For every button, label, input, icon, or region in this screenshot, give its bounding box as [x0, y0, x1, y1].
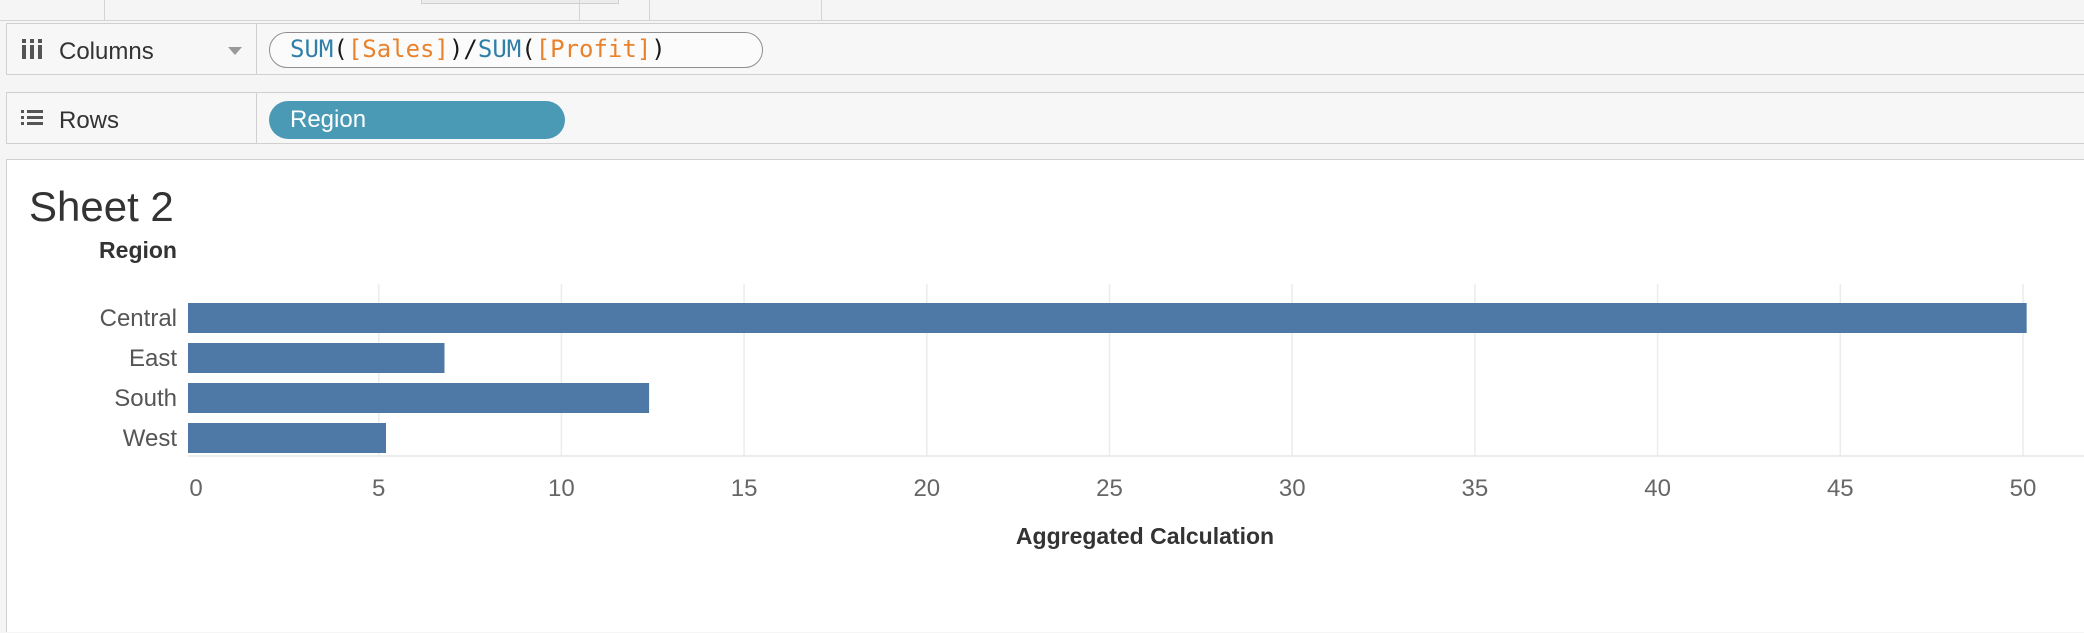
tab-stub[interactable] — [421, 0, 619, 4]
toolbar-divider — [579, 0, 580, 20]
region-dimension-pill[interactable]: Region — [269, 101, 565, 139]
formula-token-op: ( — [521, 35, 536, 63]
x-tick-label: 15 — [731, 475, 758, 502]
worksheet-canvas[interactable]: Sheet 2 Region Central East South West 0 5 10 15… — [6, 159, 2084, 632]
category-label: West — [123, 425, 178, 452]
rows-list-icon — [21, 110, 43, 125]
rows-shelf-label: Rows — [59, 107, 120, 134]
x-axis-title: Aggregated Calculation — [1016, 523, 1274, 549]
columns-shelf[interactable]: Columns SUM([Sales])/SUM([Profit]) — [6, 23, 2084, 75]
formula-token-op: ) — [651, 35, 666, 63]
x-tick-label: 30 — [1279, 475, 1306, 502]
columns-shelf-label: Columns — [59, 38, 154, 65]
bar-central — [188, 303, 2027, 333]
toolbar-divider — [821, 0, 822, 20]
x-tick-label: 5 — [372, 475, 385, 502]
sheet-title: Sheet 2 — [29, 183, 174, 230]
x-tick-label: 45 — [1827, 475, 1854, 502]
chart-labels: Region Central East South West 0 5 10 15 20 25 30 35… — [99, 237, 2036, 549]
category-label: East — [129, 345, 177, 372]
toolbar-divider — [649, 0, 650, 20]
x-tick-label: 25 — [1096, 475, 1123, 502]
formula-token-field: [Sales] — [347, 35, 449, 63]
category-label: South — [114, 385, 177, 412]
chart-bars — [188, 303, 2027, 453]
formula-token-fn: SUM — [477, 35, 522, 63]
top-toolbar-strip — [0, 0, 2084, 21]
bar-south — [188, 383, 650, 413]
x-tick-label: 50 — [2010, 475, 2037, 502]
row-header-label: Region — [99, 237, 177, 263]
x-tick-label: 35 — [1462, 475, 1489, 502]
x-tick-label: 20 — [913, 475, 940, 502]
formula-token-op: ( — [333, 35, 348, 63]
category-label: Central — [100, 305, 177, 332]
formula-token-fn: SUM — [290, 35, 334, 63]
bar-chart: Region Central East South West 0 5 10 15 20 25 30 35… — [99, 237, 2084, 549]
x-tick-label: 0 — [189, 475, 202, 502]
rows-shelf[interactable]: Rows Region — [6, 92, 2084, 144]
x-tick-label: 40 — [1644, 475, 1671, 502]
toolbar-divider — [104, 0, 105, 20]
rows-shelf-label-area[interactable]: Rows — [7, 93, 257, 143]
formula-token-op: )/ — [448, 35, 478, 63]
columns-shelf-label-area[interactable]: Columns — [7, 24, 257, 74]
formula-token-field: [Profit] — [535, 35, 652, 63]
x-tick-label: 10 — [548, 475, 575, 502]
chevron-down-icon[interactable] — [228, 47, 242, 55]
columns-icon — [22, 39, 42, 59]
bar-east — [188, 343, 445, 373]
bar-west — [188, 423, 387, 453]
columns-calculation-pill[interactable]: SUM([Sales])/SUM([Profit]) — [269, 32, 763, 68]
